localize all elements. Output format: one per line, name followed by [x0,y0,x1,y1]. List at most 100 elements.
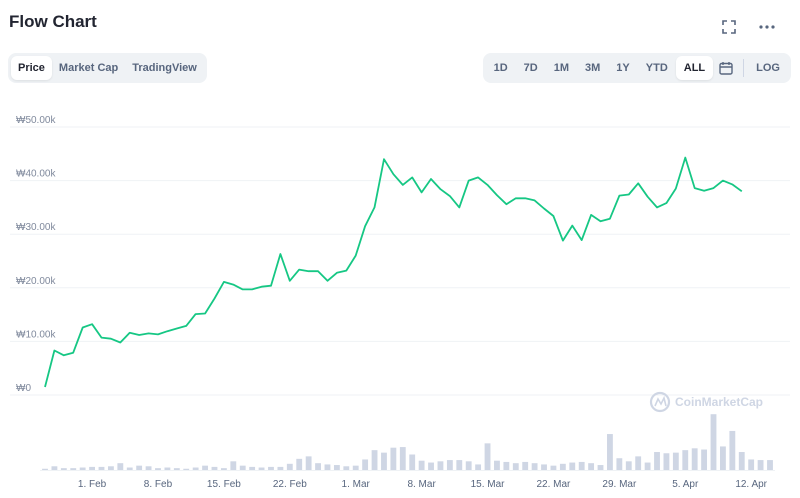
volume-bar [70,468,77,470]
volume-bar [268,466,274,470]
volume-bar [107,466,114,470]
volume-bar [399,447,406,470]
x-tick-label: 15. Feb [207,479,241,490]
x-tick-label: 15. Mar [471,479,506,490]
x-tick-label: 8. Feb [144,479,173,490]
volume-bar [767,460,773,470]
volume-bar [79,467,86,470]
volume-bar [635,456,642,470]
volume-bar [89,466,95,470]
volume-bar [333,465,340,470]
volume-bar [465,461,472,470]
volume-bar [305,456,312,470]
range-1d-button[interactable]: 1D [493,62,508,74]
expand-icon[interactable] [720,18,738,36]
range-1y-button[interactable]: 1Y [616,62,630,74]
coinmarketcap-logo-icon [649,391,671,413]
volume-bar [607,434,613,470]
volume-bar [569,462,576,470]
volume-bar [173,468,180,470]
volume-bar [324,464,331,470]
range-tab-group: 1D 7D 1M 3M 1Y YTD ALL LOG [482,53,791,83]
volume-bar [371,450,378,470]
volume-bar [541,464,547,470]
price-chart[interactable]: CoinMarketCap ₩0 ₩10.00k ₩20.00k ₩30.00k ₩40… [0,100,800,498]
volume-bar [446,460,453,470]
range-ytd-button[interactable]: YTD [645,62,668,74]
volume-bar [164,467,171,470]
view-tab-group: Price Market Cap TradingView [8,53,207,83]
volume-bars [40,414,775,471]
volume-bar [249,466,256,470]
y-tick-label: ₩50.00k [16,115,56,126]
volume-bar [192,467,199,470]
volume-bar [60,468,67,470]
volume-bar [550,465,557,470]
volume-bar [117,463,124,470]
top-toolbar [720,18,776,36]
volume-bar [126,467,133,470]
range-7d-button[interactable]: 7D [523,62,538,74]
x-tick-label: 29. Mar [602,479,637,490]
volume-bar [494,460,500,470]
y-axis: ₩0 ₩10.00k ₩20.00k ₩30.00k ₩40.00k ₩50.00k [16,115,56,394]
volume-bar [672,452,679,470]
volume-bar [202,465,208,470]
volume-bar [390,447,397,470]
x-tick-label: 8. Mar [407,479,436,490]
volume-bar [720,446,726,470]
volume-bar [701,449,708,470]
volume-bar [381,452,387,470]
y-tick-label: ₩40.00k [16,169,56,180]
tab-price[interactable]: Price [11,56,52,80]
volume-bar [211,466,218,470]
volume-bar [145,466,152,470]
range-1m-button[interactable]: 1M [553,62,570,74]
volume-bar [51,466,58,470]
log-scale-button[interactable]: LOG [756,62,780,74]
volume-bar [136,465,143,470]
volume-bar [484,443,491,470]
volume-bar [428,462,434,470]
tab-tradingview[interactable]: TradingView [132,62,197,74]
volume-bar [682,450,689,470]
y-tick-label: ₩30.00k [16,222,56,233]
volume-bar [230,461,237,470]
volume-bar [729,430,736,470]
volume-bar [644,462,651,470]
watermark: CoinMarketCap [649,391,763,413]
x-tick-label: 22. Feb [273,479,307,490]
y-tick-label: ₩0 [16,383,31,394]
volume-bar [155,468,161,470]
price-line [44,156,743,388]
volume-bar [220,468,227,470]
volume-bar [710,414,717,470]
volume-bar [42,468,48,470]
range-all-button[interactable]: ALL [675,56,714,80]
volume-bar [512,463,519,470]
volume-bar [409,454,416,470]
volume-bar [588,463,595,470]
volume-bar [456,460,463,470]
range-3m-button[interactable]: 3M [585,62,601,74]
x-tick-label: 12. Apr [735,479,767,490]
volume-bar [296,458,303,470]
volume-bar [503,461,510,470]
y-tick-label: ₩20.00k [16,276,56,287]
x-tick-label: 1. Mar [342,479,371,490]
tab-market-cap[interactable]: Market Cap [58,62,119,74]
volume-bar [352,465,359,470]
price-series [44,156,743,388]
volume-bar [98,466,105,470]
volume-bar [362,459,369,470]
volume-bar [748,459,755,470]
volume-bar [343,466,350,470]
volume-bar [522,461,529,470]
volume-bar [315,463,321,470]
volume-bar [757,460,764,470]
calendar-icon[interactable] [713,56,739,80]
more-options-icon[interactable] [758,18,776,36]
volume-bar [418,460,425,470]
volume-bar [475,464,482,470]
x-tick-label: 5. Apr [672,479,699,490]
